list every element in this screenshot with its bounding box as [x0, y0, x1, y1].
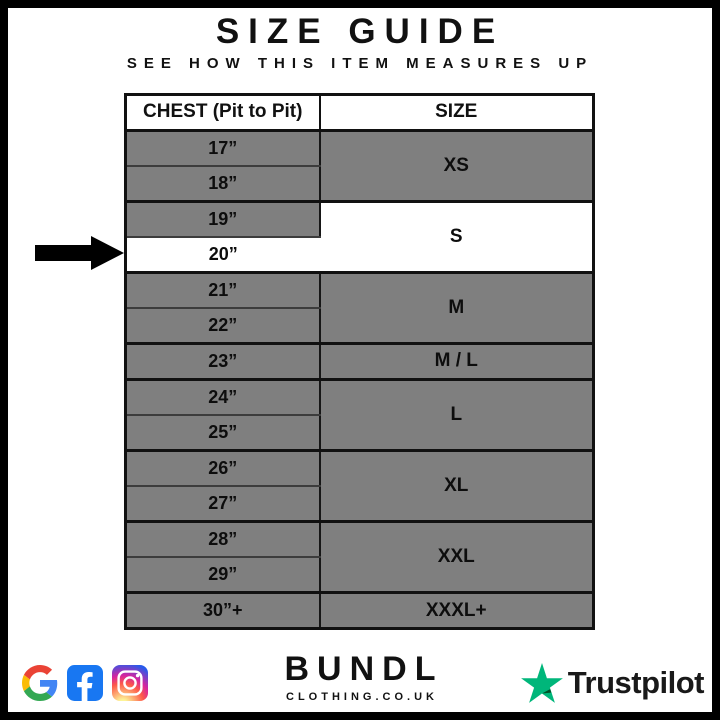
chest-cell-highlighted: 20” — [125, 236, 320, 274]
page-subtitle: SEE HOW THIS ITEM MEASURES UP — [126, 55, 594, 72]
chest-cell: 17” — [125, 130, 321, 167]
size-cell: XXXL+ — [319, 592, 594, 630]
chest-cell: 28” — [125, 521, 321, 559]
brand-name: BUNDL — [284, 650, 444, 688]
size-cell: XL — [319, 450, 594, 524]
trustpilot-logo[interactable]: Trustpilot — [520, 663, 705, 703]
size-cell: M — [319, 272, 594, 346]
pointer-arrow-icon — [35, 236, 124, 270]
table-row: 17” XS — [125, 130, 594, 203]
table-row: 18” — [125, 165, 594, 203]
table-row: 21” M — [125, 272, 594, 346]
size-cell: M / L — [319, 343, 594, 381]
google-icon[interactable] — [22, 665, 58, 701]
table-header-row: CHEST (Pit to Pit) SIZE — [125, 94, 594, 132]
chest-cell: 29” — [125, 557, 321, 595]
brand-domain: CLOTHING.CO.UK — [286, 691, 438, 703]
table-row: 30”+ XXXL+ — [125, 592, 594, 630]
chest-cell: 22” — [125, 308, 321, 346]
chest-cell: 24” — [125, 379, 321, 416]
trustpilot-star-icon — [520, 663, 563, 703]
table-row: 23” M / L — [125, 343, 594, 381]
chest-column-header: CHEST (Pit to Pit) — [125, 94, 321, 132]
chest-cell: 19” — [125, 201, 321, 238]
table-row: 22” — [125, 308, 594, 346]
table-row: 25” — [125, 414, 594, 452]
size-column-header: SIZE — [319, 94, 594, 132]
brand-logo: BUNDL CLOTHING.CO.UK — [285, 650, 436, 703]
chest-cell: 25” — [125, 414, 321, 452]
table-row: 27” — [125, 486, 594, 524]
chest-cell: 21” — [125, 272, 321, 310]
chest-cell: 23” — [125, 343, 321, 381]
chest-cell: 18” — [125, 165, 321, 203]
table-row: 19” S — [125, 201, 594, 274]
table-row: 26” XL — [125, 450, 594, 524]
trustpilot-label: Trustpilot — [567, 665, 705, 700]
table-row: 24” L — [125, 379, 594, 452]
size-cell: XS — [319, 130, 594, 203]
size-cell: L — [319, 379, 594, 452]
page-title: SIZE GUIDE — [215, 12, 505, 51]
size-cell-highlighted: S — [319, 201, 594, 274]
chest-cell: 26” — [125, 450, 321, 488]
facebook-icon[interactable] — [67, 665, 103, 701]
size-table: CHEST (Pit to Pit) SIZE 17” XS 18” 19” S… — [124, 93, 595, 630]
social-icons — [22, 665, 148, 701]
table-row: 28” XXL — [125, 521, 594, 595]
chest-cell: 30”+ — [125, 592, 321, 630]
table-row: 29” — [125, 557, 594, 595]
chest-cell: 27” — [125, 486, 321, 524]
size-cell: XXL — [319, 521, 594, 595]
table-row-highlighted: 20” — [125, 236, 594, 274]
instagram-icon[interactable] — [112, 665, 148, 701]
